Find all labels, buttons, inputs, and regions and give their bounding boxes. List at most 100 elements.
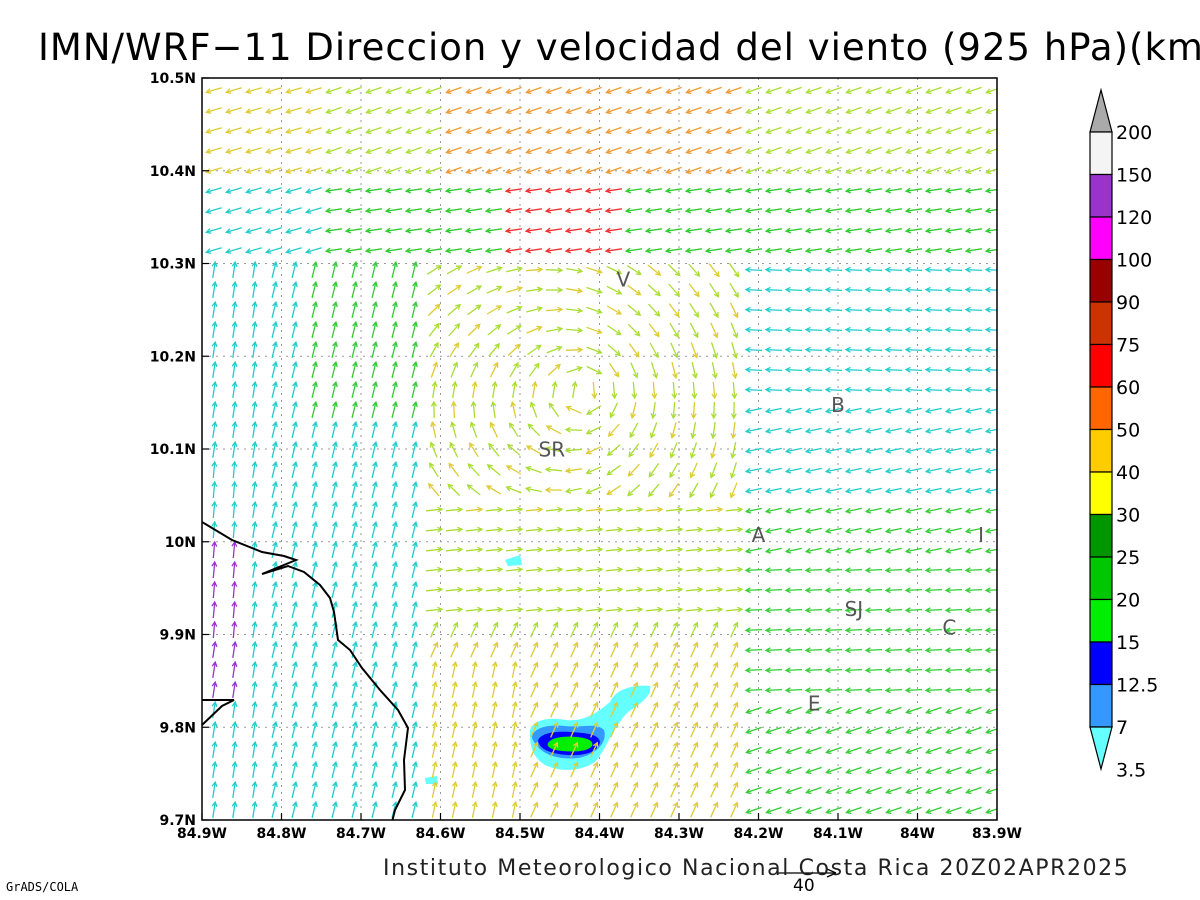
wind-vector	[344, 227, 362, 234]
wind-vector	[311, 360, 318, 378]
wind-vector	[784, 427, 802, 434]
wind-vector	[291, 780, 298, 798]
wind-vector	[804, 507, 822, 514]
wind-vector	[425, 606, 444, 613]
wind-vector	[444, 227, 462, 234]
wind-vector	[284, 187, 302, 194]
wind-vector	[311, 760, 318, 778]
wind-vector	[484, 227, 502, 234]
wind-vector	[505, 146, 522, 155]
wind-vector	[424, 227, 442, 234]
wind-vector	[691, 362, 698, 380]
wind-vector	[945, 806, 962, 815]
wind-vector	[864, 386, 883, 393]
wind-vector	[710, 781, 719, 798]
wind-vector	[944, 507, 962, 514]
wind-vector	[271, 360, 278, 378]
wind-vector	[331, 520, 338, 538]
wind-vector	[447, 284, 462, 296]
wind-vector	[685, 506, 704, 513]
wind-vector	[964, 587, 983, 594]
wind-vector	[764, 407, 782, 414]
wind-vector	[924, 687, 943, 694]
wind-vector	[785, 746, 802, 755]
wind-vector	[291, 320, 298, 338]
wind-vector	[550, 781, 559, 798]
wind-vector	[291, 420, 298, 438]
wind-vector	[984, 346, 997, 353]
colorbar-box	[1089, 641, 1113, 686]
wind-vector	[546, 345, 563, 354]
wind-vector	[630, 362, 639, 379]
wind-vector	[884, 687, 903, 694]
wind-vector	[664, 227, 682, 234]
wind-vector	[371, 320, 378, 338]
wind-vector	[284, 147, 302, 154]
wind-vector	[730, 641, 739, 658]
wind-vector	[744, 667, 763, 674]
wind-vector	[331, 500, 338, 518]
wind-vector	[925, 106, 942, 115]
wind-vector	[905, 126, 922, 135]
wind-vector	[291, 300, 298, 318]
wind-vector	[785, 806, 802, 815]
wind-vector	[965, 706, 982, 715]
wind-vector	[511, 780, 518, 798]
colorbar-box	[1089, 598, 1113, 643]
wind-vector	[590, 741, 599, 758]
wind-vector	[884, 366, 903, 373]
reference-vector-arrow	[778, 868, 837, 878]
wind-vector	[904, 687, 923, 694]
wind-vector	[844, 447, 862, 454]
wind-vector	[864, 687, 883, 694]
wind-vector	[391, 620, 398, 638]
wind-vector	[530, 801, 539, 818]
wind-vector	[764, 467, 782, 474]
wind-vector	[610, 701, 619, 718]
wind-vector	[351, 660, 358, 678]
wind-vector	[904, 366, 923, 373]
wind-vector	[224, 207, 242, 214]
wind-vector	[685, 606, 704, 613]
wind-vector	[824, 266, 843, 273]
wind-vector	[231, 640, 238, 658]
wind-vector	[644, 227, 662, 234]
wind-vector	[231, 300, 238, 318]
wind-vector	[764, 567, 783, 574]
wind-vector	[705, 586, 724, 593]
wind-vector	[550, 641, 559, 658]
wind-vector	[825, 806, 842, 815]
wind-vector	[627, 463, 640, 477]
wind-vector	[451, 740, 458, 758]
wind-vector	[251, 680, 258, 698]
wind-vector	[944, 547, 962, 554]
colorbar-label: 15	[1116, 632, 1140, 654]
wind-vector	[466, 265, 483, 274]
wind-vector	[211, 280, 218, 298]
wind-vector	[605, 566, 624, 573]
wind-vector	[845, 786, 862, 795]
wind-vector	[311, 460, 318, 478]
wind-vector	[671, 362, 678, 380]
wind-vector	[564, 227, 582, 234]
colorbar-label: 50	[1116, 420, 1140, 442]
wind-vector	[391, 520, 398, 538]
wind-vector	[984, 427, 997, 434]
wind-vector	[371, 800, 378, 818]
wind-vector	[570, 741, 579, 758]
wind-vector	[251, 600, 258, 618]
y-tick-label: 9.7N	[159, 813, 196, 829]
wind-vector	[885, 106, 902, 115]
x-tick-label: 84.2W	[734, 826, 784, 842]
wind-vector	[705, 86, 722, 95]
city-label-v: V	[617, 268, 631, 292]
wind-vector	[231, 680, 238, 698]
wind-vector	[471, 660, 478, 678]
wind-vector	[466, 484, 481, 496]
wind-vector	[530, 681, 539, 698]
wind-vector	[705, 146, 722, 155]
wind-vector	[764, 187, 782, 194]
wind-vector	[689, 442, 698, 459]
wind-vector	[491, 660, 498, 678]
wind-vector	[744, 187, 762, 194]
